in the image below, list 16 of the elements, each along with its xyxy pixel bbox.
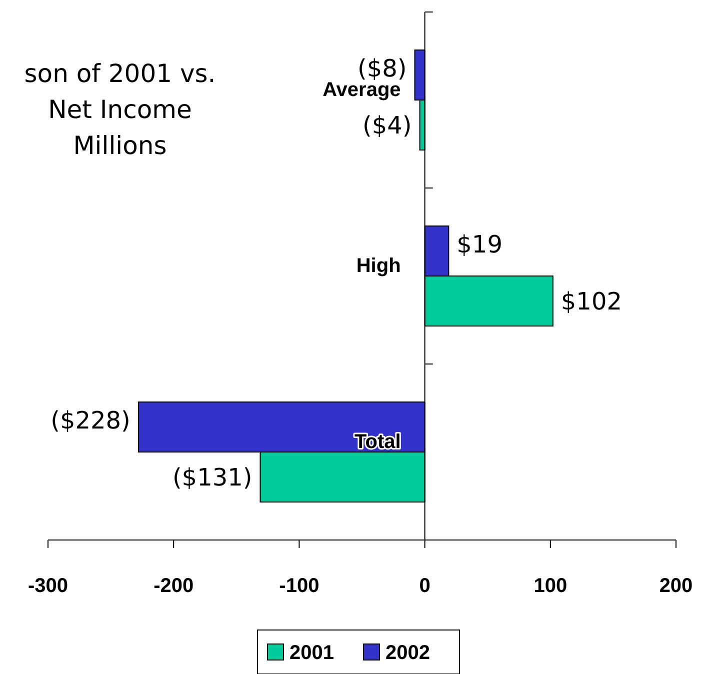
y-tick-label: High <box>356 255 401 277</box>
y-tick-label: Total <box>354 431 401 453</box>
legend-label: 2001 <box>290 642 334 664</box>
data-label: ($131) <box>172 463 252 492</box>
legend-label: 2002 <box>386 642 430 664</box>
x-tick-label: 100 <box>534 575 568 597</box>
x-tick-label: -200 <box>154 575 194 597</box>
data-label: ($4) <box>362 111 412 140</box>
x-tick-label: 200 <box>659 575 693 597</box>
data-label: $102 <box>560 287 622 316</box>
x-tick-label: -100 <box>279 575 320 597</box>
data-label: ($228) <box>50 406 130 434</box>
x-tick-label: -300 <box>28 575 68 597</box>
text: son of 2001 vs. Net Income Millions <box>24 59 216 160</box>
data-label: $19 <box>456 230 502 258</box>
x-tick-label: 0 <box>419 575 430 597</box>
